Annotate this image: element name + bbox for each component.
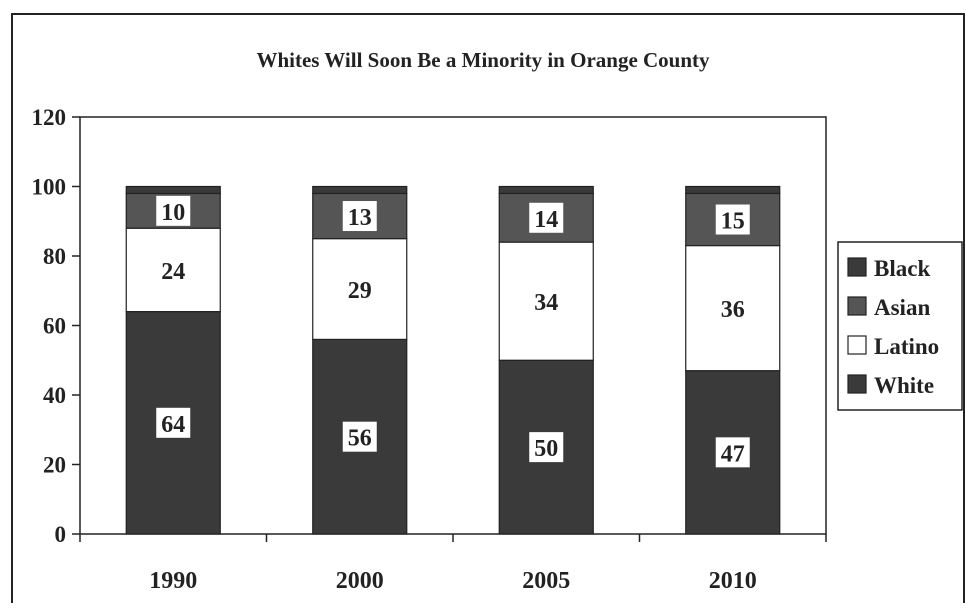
x-category-label: 2010	[709, 568, 757, 594]
y-tick-label: 80	[43, 244, 66, 269]
legend: Black Asian Latino White	[838, 242, 962, 410]
y-tick-label: 40	[43, 383, 66, 408]
data-label: 56	[348, 426, 372, 452]
y-tick-label: 20	[43, 453, 66, 478]
legend-label-asian: Asian	[874, 295, 930, 320]
data-label: 10	[161, 200, 185, 226]
legend-swatch-white	[848, 375, 866, 393]
bar-segment-black	[313, 187, 407, 194]
data-label: 29	[348, 278, 372, 304]
data-label: 50	[534, 436, 558, 462]
data-label: 13	[348, 205, 372, 231]
y-tick-label: 60	[43, 314, 66, 339]
legend-label-white: White	[874, 373, 934, 398]
y-tick-label: 120	[32, 105, 67, 130]
x-category-label: 2000	[336, 568, 384, 594]
data-label: 47	[721, 441, 745, 467]
legend-swatch-black	[848, 258, 866, 276]
data-label: 24	[161, 259, 185, 285]
data-label: 36	[721, 297, 745, 323]
y-tick-label: 0	[55, 522, 67, 547]
data-label: 34	[534, 290, 558, 316]
legend-swatch-latino	[848, 336, 866, 354]
y-tick-label: 100	[32, 175, 67, 200]
bar-segment-black	[126, 187, 220, 194]
x-category-label: 2005	[522, 568, 570, 594]
data-label: 15	[721, 209, 745, 235]
plot-area: 0 20 40 60 80 100 120 64 24 10 1990 56 29 13 2000 50 34 1…	[32, 105, 827, 594]
legend-label-latino: Latino	[874, 334, 939, 359]
legend-label-black: Black	[874, 256, 930, 281]
x-category-label: 1990	[149, 568, 197, 594]
bar-segment-black	[499, 187, 593, 194]
data-label: 14	[534, 207, 558, 233]
legend-swatch-asian	[848, 297, 866, 315]
data-label: 64	[161, 412, 185, 438]
chart-title: Whites Will Soon Be a Minority in Orange…	[256, 48, 710, 72]
bar-segment-black	[686, 187, 780, 194]
